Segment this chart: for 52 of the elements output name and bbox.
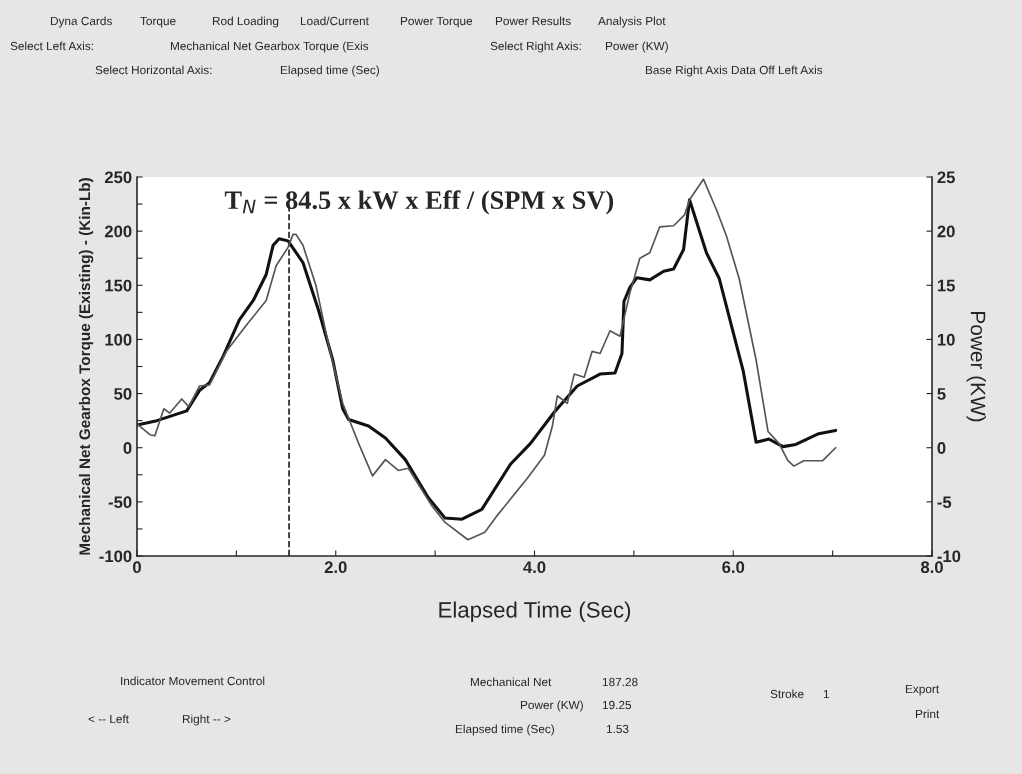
x-tick-label: 6.0 <box>722 561 745 574</box>
y-tick-label: 0 <box>123 442 132 454</box>
y2-tick-label: 5 <box>937 388 946 400</box>
x-tick-label: 2.0 <box>324 561 347 574</box>
y2-tick-label: 10 <box>937 333 955 346</box>
text: Power (KW) <box>520 700 583 712</box>
text: Elapsed time (Sec) <box>280 65 379 77</box>
x-tick-label: 0 <box>133 561 141 574</box>
y-axis-title: Mechanical Net Gearbox Torque (Existing) - (Kin-Lb) <box>78 178 94 555</box>
text: Select Right Axis: <box>490 41 581 53</box>
text: Mechanical Net <box>470 677 552 687</box>
text: Print <box>915 709 940 719</box>
text: 1 <box>823 689 829 699</box>
y-tick-label: 150 <box>105 279 132 292</box>
y2-tick-label: 0 <box>937 442 946 454</box>
y2-tick-label: -10 <box>937 550 961 563</box>
text: Torque <box>140 16 176 28</box>
text: Base Right Axis Data Off Left Axis <box>645 65 823 77</box>
y2-tick-label: 15 <box>937 279 955 292</box>
text: Rod Loading <box>212 16 279 28</box>
text: 187.28 <box>602 677 638 687</box>
y-tick-label: 50 <box>114 387 132 400</box>
text: Power (KW) <box>605 41 668 53</box>
text: Power Results <box>495 16 571 26</box>
x-tick-label: 4.0 <box>523 561 546 574</box>
text: Stroke <box>770 689 804 699</box>
text: Indicator Movement Control <box>121 676 265 686</box>
y-tick-label: 200 <box>104 225 132 238</box>
text: Right -- > <box>182 714 231 726</box>
chart-title: T$_{N}$ = 84.5 x kW x Eff / (SPM x SV) <box>224 190 614 215</box>
text: 19.25 <box>602 700 632 710</box>
y-tick-label: -100 <box>99 550 132 563</box>
y2-axis-title: Power (KW) <box>966 312 986 422</box>
text: Select Left Axis: <box>10 41 93 51</box>
y-tick-label: 250 <box>104 171 132 184</box>
y-tick-label: 100 <box>105 333 132 346</box>
y2-tick-label: 20 <box>937 225 955 238</box>
text: Export <box>905 684 940 696</box>
text: 1.53 <box>606 724 629 734</box>
x-tick-label: 8.0 <box>920 561 943 574</box>
text: Analysis Plot <box>598 16 666 28</box>
text: Load/Current <box>300 16 369 26</box>
y2-tick-label: 25 <box>937 171 955 184</box>
text: Select Horizontal Axis: <box>95 65 212 75</box>
y2-tick-label: -5 <box>937 496 952 509</box>
x-axis-title: Elapsed Time (Sec) <box>439 601 631 623</box>
y-tick-label: -50 <box>108 496 132 509</box>
text: < -- Left <box>88 714 129 724</box>
text: Power Torque <box>400 16 473 28</box>
text: Elapsed time (Sec) <box>455 724 554 736</box>
text: Mechanical Net Gearbox Torque (Exis <box>170 41 369 53</box>
text: Dyna Cards <box>50 16 112 28</box>
